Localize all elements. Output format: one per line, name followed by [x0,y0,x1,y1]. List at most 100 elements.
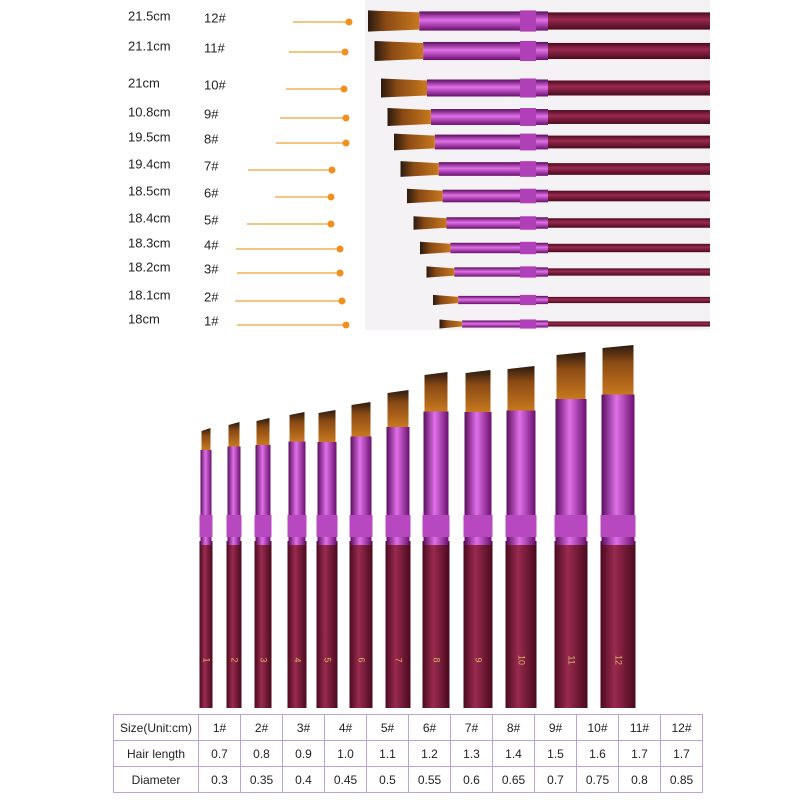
brush-handle [546,12,710,30]
table-cell: 0.65 [492,766,535,793]
brush-hair [420,241,451,255]
brush-crimp [600,515,636,537]
brush-hair [381,78,427,98]
brush-ferrule [454,267,548,277]
table-cell: 0.4 [282,766,325,793]
size-label: 1# [204,313,219,328]
brush-ferrule [458,295,548,305]
brush-ferrule [450,242,548,254]
brush-handle [546,80,710,96]
brush-hair [407,188,443,204]
table-cell: 6# [408,714,451,741]
brush-crimp [520,188,536,204]
table-row: Hair length 0.7 0.8 0.9 1.0 1.1 1.2 1.3 1.4 1.5 1.… [113,740,703,767]
handle-number: 4 [293,657,303,662]
length-label: 18.1cm [128,287,171,302]
brush-handle [199,541,213,708]
size-label: 11# [204,40,225,55]
brush-crimp [520,40,536,62]
brush-ferrule [462,320,548,328]
table-cell: 0.35 [240,766,283,793]
spec-table: Size(Unit:cm) 1# 2# 3# 4# 5# 6# 7# 8# 9# 10# 11# 12#… [113,714,703,793]
pointer-dot [342,114,350,122]
brush-crimp [463,515,493,537]
brush-hair [433,294,459,306]
table-cell: 4# [324,714,367,741]
size-label: 8# [204,131,219,146]
brush-crimp [520,108,536,126]
table-cell: 0.6 [450,766,493,793]
brush-handle [600,541,636,708]
table-row: Size(Unit:cm) 1# 2# 3# 4# 5# 6# 7# 8# 9# 10# 11# 12# [113,714,703,741]
pointer-dot [336,269,344,277]
brush-crimp [422,515,450,537]
brush-hair [387,390,409,427]
table-cell: 1.3 [450,740,493,767]
table-cell: 1.6 [576,740,619,767]
table-cell: 1.5 [534,740,577,767]
pointer-dot [338,297,346,305]
brush-hair [465,370,491,412]
brush-crimp [199,515,213,537]
brush-handle [546,321,710,327]
table-cell: 7# [450,714,493,741]
brush-crimp [520,266,536,278]
table-cell: 1# [198,714,241,741]
table-cell: 1.2 [408,740,451,767]
table-cell: Size(Unit:cm) [113,714,199,741]
brush-ferrule [430,109,548,125]
table-cell: 2# [240,714,283,741]
brush-hair [374,40,424,62]
table-cell: 0.55 [408,766,451,793]
pointer-dot [342,321,350,329]
length-label: 19.4cm [128,156,171,171]
length-label: 21.1cm [128,38,171,53]
brush-handle [546,218,710,228]
size-label: 4# [204,237,219,252]
brush-crimp [287,515,307,537]
pointer-dot [345,18,353,26]
size-label: 7# [204,158,219,173]
brush-crimp [520,10,536,32]
brush-hair [289,412,305,442]
brush-handle [546,42,710,60]
brush-ferrule [427,79,548,97]
table-cell: 8# [492,714,535,741]
length-label: 18.2cm [128,259,171,274]
table-cell: 0.9 [282,740,325,767]
brush-crimp [226,515,242,537]
pointer-dot [336,245,344,253]
pointer-dot [328,166,336,174]
length-label: 21.5cm [128,8,171,23]
length-label: 18.4cm [128,210,171,225]
length-label: 19.5cm [128,129,171,144]
brush-handle [287,541,307,708]
brush-handle [546,243,710,253]
brush-ferrule [200,450,212,545]
brush-ferrule [434,134,548,150]
brush-handle [546,268,710,276]
pointer-dot [327,193,335,201]
brush-crimp [505,515,537,537]
handle-number: 9 [474,657,484,662]
brush-hair [556,352,586,399]
handle-number: 8 [432,657,442,662]
table-cell: 9# [534,714,577,741]
brush-handle [422,541,450,708]
size-label: 10# [204,77,226,92]
brush-handle [226,541,242,708]
handle-number: 6 [357,657,367,662]
brush-ferrule [446,217,548,229]
brush-crimp [254,515,272,537]
brush-handle [385,541,411,708]
length-label: 18.3cm [128,235,171,250]
size-label: 6# [204,185,219,200]
table-cell: 0.85 [660,766,703,793]
table-cell: Hair length [113,740,199,767]
brush-hair [228,422,240,447]
table-cell: 0.8 [240,740,283,767]
brush-hair [413,216,447,230]
table-cell: 5# [366,714,409,741]
